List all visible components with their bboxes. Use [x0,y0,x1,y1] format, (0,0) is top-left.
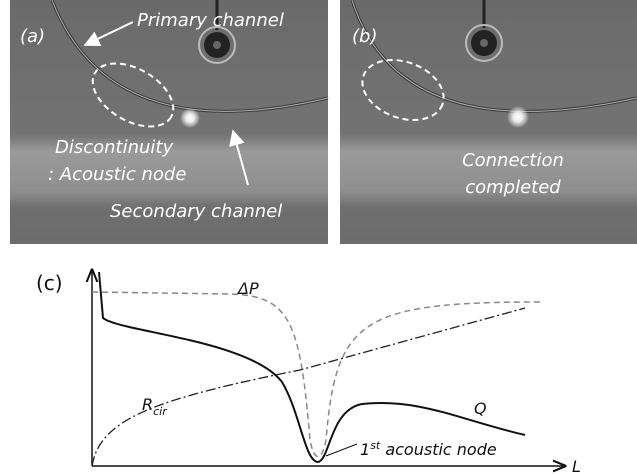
text: acoustic node [380,440,497,459]
curve-label: ΔP [236,279,259,298]
curve-label: Q [474,399,487,418]
light-spot [180,108,200,128]
annotation: Discontinuity [55,137,173,158]
symbol: R [142,395,153,414]
panel-b: (b) Connection completed [340,0,637,244]
panel-a: (a) Primary channel Discontinuity : Acou… [10,0,328,244]
panel-label: (c) [36,271,63,295]
axis-label: L [572,457,581,474]
annotation: completed [465,177,561,198]
annotation: Secondary channel [110,201,282,222]
panel-c: (c) L ΔP Rcir Q 1st acoustic node [36,270,581,474]
annotation: Connection [462,150,564,171]
figure: (a) Primary channel Discontinuity : Acou… [0,0,637,474]
panel-label: (b) [352,26,377,47]
pressure-curve [92,292,540,457]
light-spot [507,106,529,128]
subscript: cir [153,405,168,418]
annotation: : Acoustic node [48,164,186,185]
curve-label: Rcir [142,395,168,418]
annotation: Primary channel [137,10,284,31]
annotation: 1st acoustic node [360,439,497,459]
bubble-core [480,39,488,47]
number: 1 [360,440,370,459]
bubble-core [213,41,221,49]
leader-line [326,444,357,456]
panel-label: (a) [20,26,45,47]
